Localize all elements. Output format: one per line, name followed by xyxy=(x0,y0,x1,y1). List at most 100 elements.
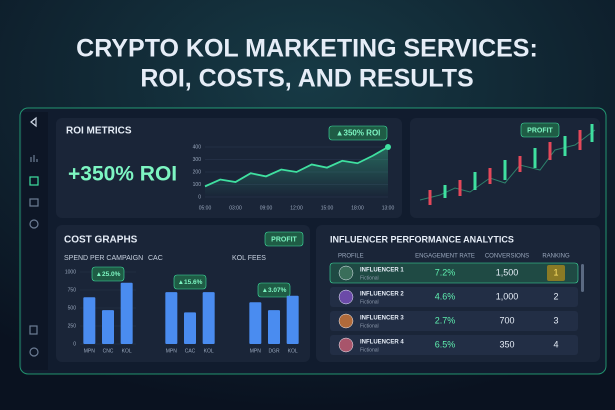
avatar xyxy=(338,265,354,281)
engagement-rate: 4.6% xyxy=(435,291,456,301)
column-header: RANKING xyxy=(542,254,570,260)
cost-panel xyxy=(56,225,310,362)
end-point xyxy=(385,144,391,150)
rank-highlight xyxy=(547,265,565,281)
x-tick-label: 09:00 xyxy=(260,205,273,211)
ranking: 2 xyxy=(553,291,558,301)
conversions: 1,000 xyxy=(496,291,519,301)
chart-title: SPEND PER CAMPAIGN xyxy=(64,255,143,262)
badge-text: PROFIT xyxy=(527,127,553,134)
bar xyxy=(249,302,262,344)
candles xyxy=(419,124,596,205)
x-tick-label: 03:00 xyxy=(229,205,242,211)
roi-headline: +350% ROI xyxy=(68,163,177,186)
table-row[interactable] xyxy=(329,262,579,284)
influencer-tag: Fictional xyxy=(360,323,379,329)
nav-icon[interactable] xyxy=(29,219,39,229)
nav-icon[interactable] xyxy=(29,325,38,335)
chart-title: KOL FEES xyxy=(232,255,266,262)
x-tick-label: KOL xyxy=(122,348,132,354)
x-tick-label: 15:00 xyxy=(321,205,334,211)
y-tick-label: 750 xyxy=(68,287,77,293)
conversions: 350 xyxy=(499,339,514,349)
bar xyxy=(120,282,133,344)
influencer-tag: Fictional xyxy=(360,347,379,353)
influencer-name: INFLUENCER 4 xyxy=(360,340,404,346)
engagement-rate: 2.7% xyxy=(435,315,456,325)
trend-line xyxy=(419,129,596,201)
y-tick-label: 250 xyxy=(68,323,77,329)
y-tick-label: 300 xyxy=(193,157,202,163)
sidebar-bg xyxy=(22,112,48,370)
bar xyxy=(83,297,96,344)
y-tick-label: 1000 xyxy=(65,269,76,275)
ranking: 3 xyxy=(553,315,558,325)
badge-text: PROFIT xyxy=(271,236,297,243)
x-tick-label: 18:00 xyxy=(351,205,364,211)
title-line: CRYPTO KOL MARKETING SERVICES: xyxy=(76,35,538,63)
table-row[interactable] xyxy=(330,335,578,355)
table-row[interactable] xyxy=(330,311,578,331)
y-tick-label: 400 xyxy=(193,144,202,150)
x-tick-label: MPN xyxy=(250,348,262,354)
chart-title: CAC xyxy=(148,255,163,262)
conversions: 700 xyxy=(499,315,514,325)
panel-title: COST GRAPHS xyxy=(64,235,138,246)
x-tick-label: MPN xyxy=(84,348,96,354)
column-header: ENGAGEMENT RATE xyxy=(415,254,475,260)
y-tick-label: 500 xyxy=(68,305,77,311)
logo-icon xyxy=(30,116,37,128)
bar xyxy=(286,295,299,344)
influencer-name: INFLUENCER 2 xyxy=(360,292,404,298)
badge-text: ▲25.0% xyxy=(96,271,121,278)
x-tick-label: MPN xyxy=(166,348,178,354)
y-tick-label: 0 xyxy=(198,194,201,200)
scrollbar[interactable] xyxy=(581,264,584,292)
badge-text: ▲15.6% xyxy=(178,279,203,286)
title-line: ROI, COSTS, AND RESULTS xyxy=(140,65,473,93)
badge xyxy=(91,266,125,282)
column-header: CONVERSIONS xyxy=(485,254,529,260)
x-tick-label: KOL xyxy=(204,348,214,354)
y-tick-label: 200 xyxy=(193,169,202,175)
badge xyxy=(173,274,207,290)
badge xyxy=(328,125,388,141)
x-tick-label: CAC xyxy=(185,348,196,354)
bar xyxy=(268,310,280,344)
avatar xyxy=(338,289,354,305)
influencer-tag: Fictional xyxy=(360,299,379,305)
influencer-tag: Fictional xyxy=(360,275,379,281)
conversions: 1,500 xyxy=(496,267,519,277)
x-tick-label: 05:00 xyxy=(199,205,212,211)
ranking: 1 xyxy=(553,267,558,277)
nav-icon[interactable] xyxy=(29,198,39,207)
ranking: 4 xyxy=(553,339,558,349)
y-tick-label: 0 xyxy=(73,341,76,347)
x-tick-label: 12:00 xyxy=(290,205,303,211)
badge xyxy=(520,122,560,138)
nav-icon[interactable] xyxy=(29,176,39,186)
y-tick-label: 100 xyxy=(193,182,202,188)
x-tick-label: 13:00 xyxy=(382,205,395,211)
bar xyxy=(202,292,215,344)
x-tick-label: KOL xyxy=(288,348,298,354)
badge-text: ▲350% ROI xyxy=(336,129,381,138)
nav-icon xyxy=(30,155,38,162)
engagement-rate: 6.5% xyxy=(435,339,456,349)
x-tick-label: CNC xyxy=(103,348,114,354)
avatar xyxy=(338,337,354,353)
engagement-rate: 7.2% xyxy=(435,267,456,277)
panel-title: ROI METRICS xyxy=(66,126,132,137)
badge xyxy=(257,282,291,298)
sidebar xyxy=(22,112,48,370)
bar xyxy=(165,292,178,344)
badge xyxy=(264,231,304,247)
influencer-name: INFLUENCER 3 xyxy=(360,316,404,322)
column-header: PROFILE xyxy=(338,254,364,260)
nav-icon[interactable] xyxy=(29,347,39,357)
table-row[interactable] xyxy=(330,287,578,307)
panel-title: INFLUENCER PERFORMANCE ANALYTICS xyxy=(330,234,514,244)
avatar xyxy=(338,313,354,329)
